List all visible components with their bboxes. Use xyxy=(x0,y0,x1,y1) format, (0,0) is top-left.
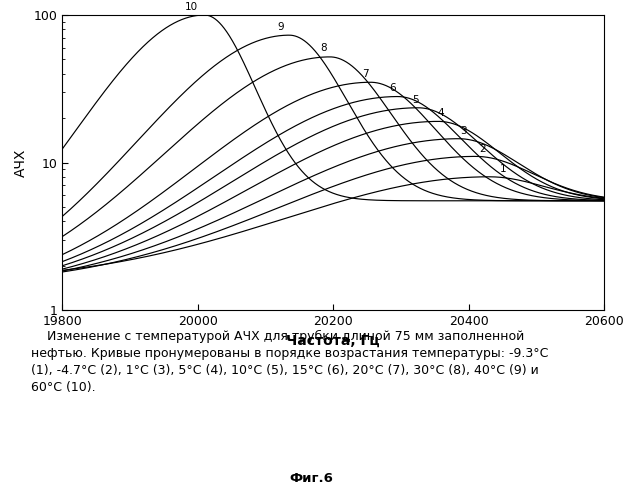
Text: 7: 7 xyxy=(363,68,369,78)
Text: 10: 10 xyxy=(184,2,197,12)
Text: 8: 8 xyxy=(320,44,326,54)
Text: 2: 2 xyxy=(479,144,486,154)
Text: 4: 4 xyxy=(437,108,444,118)
Text: 6: 6 xyxy=(389,83,396,93)
Text: 1: 1 xyxy=(500,164,506,174)
Text: Фиг.6: Фиг.6 xyxy=(290,472,333,485)
Text: 9: 9 xyxy=(277,22,283,32)
Text: Изменение с температурой АЧХ для трубки длиной 75 мм заполненной
нефтью. Кривые : Изменение с температурой АЧХ для трубки … xyxy=(31,330,548,394)
Y-axis label: АЧХ: АЧХ xyxy=(14,148,28,176)
Text: 3: 3 xyxy=(460,126,467,136)
X-axis label: Частота, Гц: Частота, Гц xyxy=(287,334,380,347)
Text: 5: 5 xyxy=(412,95,419,105)
